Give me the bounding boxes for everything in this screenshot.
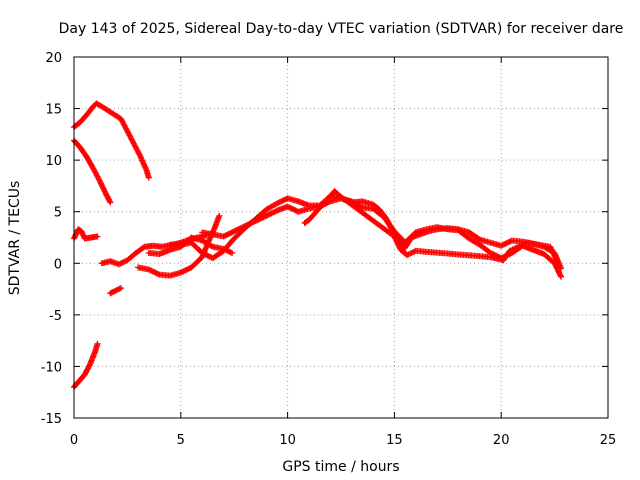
chart-title: Day 143 of 2025, Sidereal Day-to-day VTE… [59,21,624,37]
data-point [553,257,560,264]
data-point [117,285,124,292]
y-tick-label: -15 [41,412,62,427]
data-point [229,249,236,256]
x-tick-label: 20 [493,433,510,448]
y-tick-label: 0 [54,257,62,272]
chart-points [71,100,565,391]
tick-labels: 0 5 10 15 20 25 -15 -10 -5 0 5 10 15 20 [41,51,617,448]
series-trace-11 [301,188,560,264]
data-point [475,235,482,242]
data-point [94,340,101,347]
data-point [216,212,223,219]
y-tick-label: 20 [45,51,62,66]
series-trace-2 [71,137,114,206]
chart-ticks [73,56,609,419]
chart-grid [74,57,608,418]
series-trace-10 [199,195,565,280]
x-tick-label: 0 [70,433,78,448]
y-tick-label: 10 [45,154,62,169]
series-trace-5 [107,285,124,297]
series-trace-4 [71,340,101,391]
y-tick-label: 5 [54,206,62,221]
data-point [208,243,215,250]
x-tick-label: 25 [600,433,617,448]
x-tick-label: 5 [177,433,185,448]
y-tick-label: -5 [49,309,62,324]
series-trace-1 [71,100,152,181]
x-tick-label: 10 [279,433,296,448]
data-point [145,174,152,181]
x-tick-label: 15 [386,433,403,448]
y-tick-label: -10 [41,360,62,375]
y-tick-label: 15 [45,103,62,118]
y-axis-label: SDTVAR / TECUs [7,181,23,296]
data-point [558,273,565,280]
series-trace-3 [71,226,101,242]
x-axis-label: GPS time / hours [282,459,399,475]
data-point [358,203,365,210]
data-point [94,233,101,240]
data-point [107,199,114,206]
plot-frame [73,56,609,419]
